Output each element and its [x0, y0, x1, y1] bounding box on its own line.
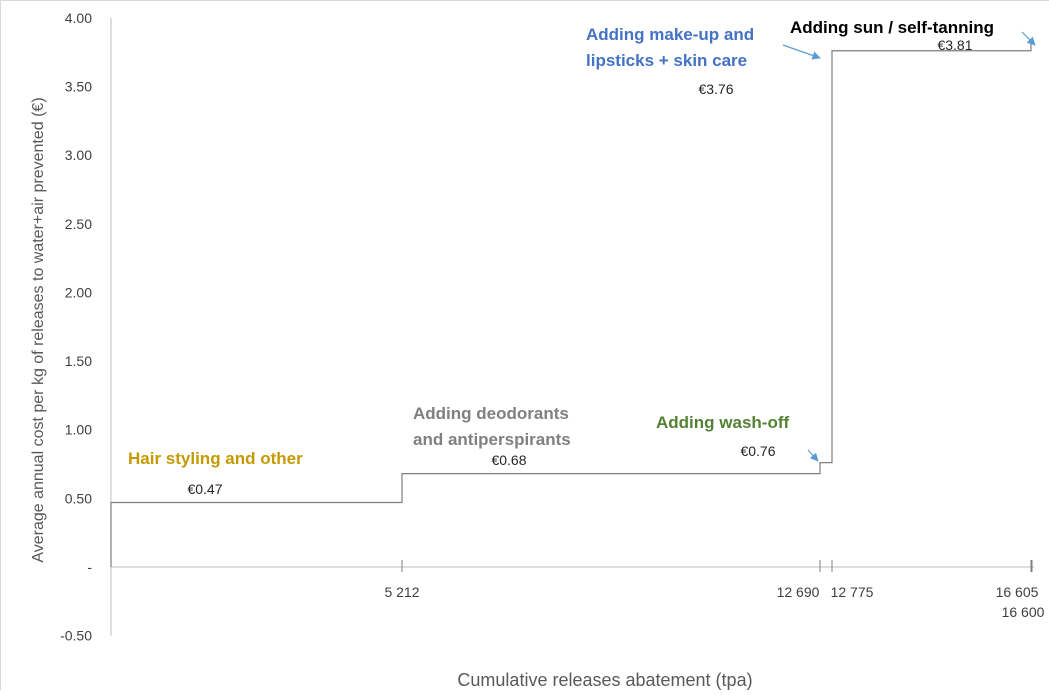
- data-label: €0.68: [491, 452, 526, 468]
- annotation-label: and antiperspirants: [413, 430, 571, 449]
- chart-frame-top: [0, 0, 1049, 1]
- annotation-label: lipsticks + skin care: [586, 51, 747, 70]
- y-tick-label: 1.00: [65, 422, 92, 438]
- x-tick-label: 12 775: [831, 584, 874, 600]
- y-tick-label: 2.50: [65, 216, 92, 232]
- x-tick-label: 16 605: [996, 584, 1039, 600]
- y-tick-label: 0.50: [65, 490, 92, 506]
- y-axis-title: Average annual cost per kg of releases t…: [30, 97, 47, 562]
- x-tick-label: 12 690: [777, 584, 820, 600]
- y-tick-label: 1.50: [65, 353, 92, 369]
- y-tick-label: -0.50: [60, 628, 92, 644]
- x-tick-label: 16 600: [1002, 604, 1045, 620]
- annotation-label: Adding make-up and: [586, 25, 754, 44]
- x-tick-label: 5 212: [384, 584, 419, 600]
- y-tick-label: 3.50: [65, 78, 92, 94]
- data-label: €0.47: [187, 481, 222, 497]
- data-label: €3.76: [698, 81, 733, 97]
- annotation-label: Adding wash-off: [656, 413, 789, 432]
- data-label: €3.81: [937, 37, 972, 53]
- step-line-series: [110, 43, 1032, 567]
- y-tick-label: -: [87, 559, 92, 575]
- data-label: €0.76: [740, 443, 775, 459]
- annotation-label: Adding sun / self-tanning: [790, 18, 994, 37]
- y-tick-label: 3.00: [65, 147, 92, 163]
- y-tick-label: 4.00: [65, 10, 92, 26]
- x-axis-title: Cumulative releases abatement (tpa): [457, 670, 752, 690]
- annotation-arrow: [782, 44, 821, 60]
- annotation-label: Adding deodorants: [413, 404, 569, 423]
- annotation-label: Hair styling and other: [128, 449, 303, 468]
- y-tick-label: 2.00: [65, 284, 92, 300]
- annotation-arrow: [1021, 31, 1036, 46]
- chart-frame-left: [0, 0, 1, 690]
- annotation-arrow: [807, 449, 819, 462]
